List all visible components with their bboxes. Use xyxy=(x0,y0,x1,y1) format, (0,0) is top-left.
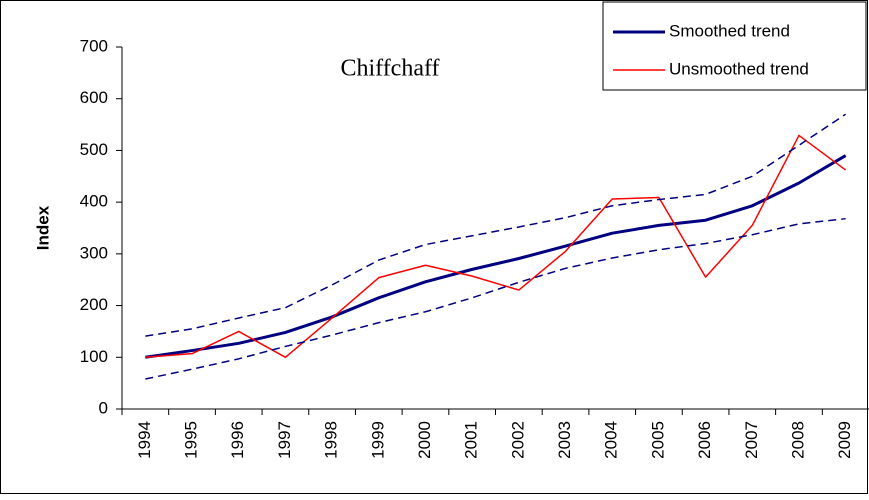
x-tick-label: 1999 xyxy=(368,421,387,459)
x-tick-label: 1998 xyxy=(322,421,341,459)
x-tick-label: 1997 xyxy=(275,421,294,459)
interval-line xyxy=(145,217,846,380)
y-tick-label: 200 xyxy=(80,295,108,314)
legend-label: Smoothed trend xyxy=(669,21,790,40)
x-tick-label: 2006 xyxy=(695,421,714,459)
x-tick-label: 2000 xyxy=(415,421,434,459)
y-tick-label: 100 xyxy=(80,347,108,366)
interval-line xyxy=(145,113,847,337)
x-tick-label: 2002 xyxy=(508,421,527,459)
x-tick-label: 2004 xyxy=(602,421,621,459)
legend-label: Unsmoothed trend xyxy=(669,59,809,78)
x-tick-label: 2003 xyxy=(555,421,574,459)
x-tick-label: 2009 xyxy=(835,421,854,459)
x-tick-label: 2001 xyxy=(462,421,481,459)
chart-title: Chiffchaff xyxy=(340,56,439,82)
y-tick-label: 400 xyxy=(80,192,108,211)
y-tick-label: 0 xyxy=(99,398,108,417)
y-tick-label: 600 xyxy=(80,88,108,107)
x-tick-label: 2007 xyxy=(742,421,761,459)
y-axis-label: Index xyxy=(33,205,52,250)
x-tick-label: 2005 xyxy=(648,421,667,459)
x-tick-label: 1995 xyxy=(182,421,201,459)
legend-box xyxy=(602,1,867,91)
series-line xyxy=(145,134,847,359)
y-tick-label: 500 xyxy=(80,140,108,159)
x-tick-label: 2008 xyxy=(788,421,807,459)
y-tick-label: 700 xyxy=(80,36,108,55)
x-tick-label: 1996 xyxy=(228,421,247,459)
y-tick-label: 300 xyxy=(80,243,108,262)
x-tick-label: 1994 xyxy=(135,421,154,459)
series-line xyxy=(145,154,847,359)
